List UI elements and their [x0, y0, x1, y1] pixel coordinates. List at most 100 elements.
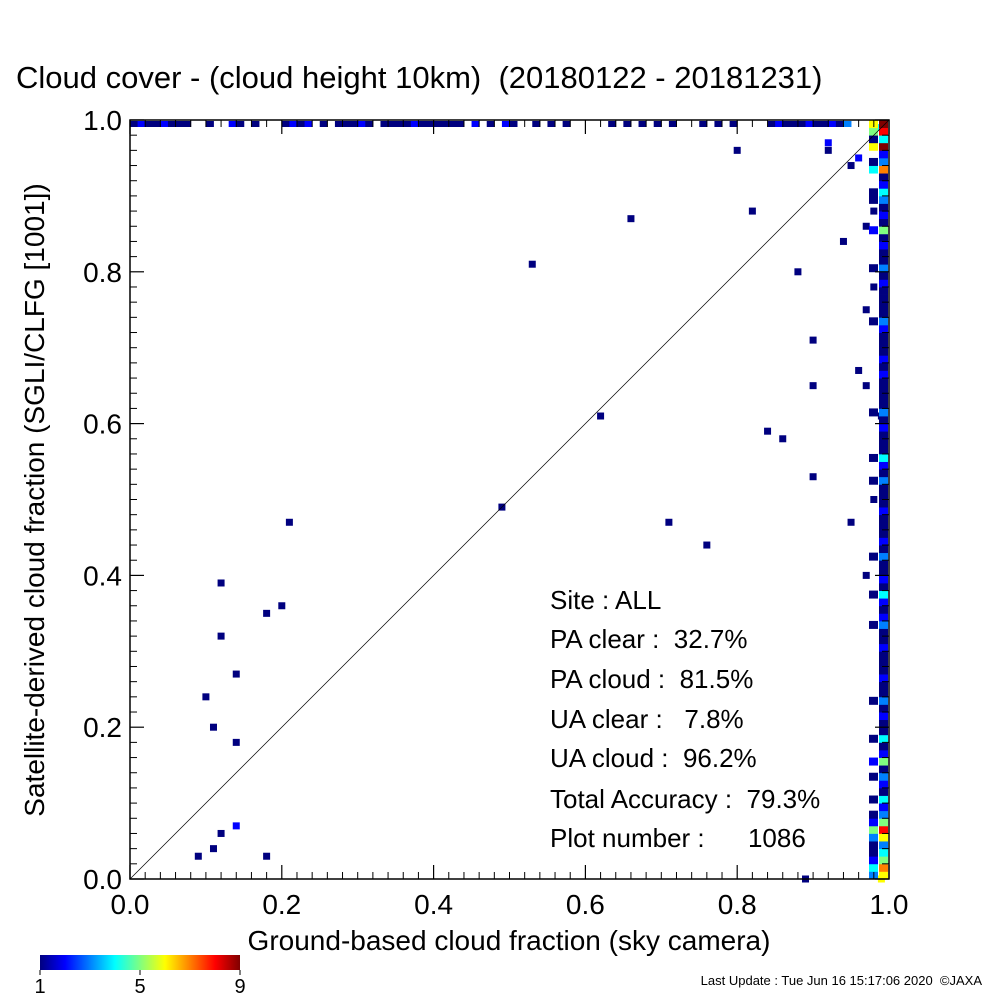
x-tick-label: 0.4	[414, 889, 453, 920]
data-cell-right-column-inner	[869, 552, 878, 561]
data-point-top-row	[137, 121, 146, 127]
data-point	[847, 518, 855, 526]
data-point-top-row	[152, 121, 161, 127]
data-cell-right-column-inner	[869, 590, 878, 599]
data-cell-right-column-inner	[869, 696, 878, 705]
data-cell-right-column	[879, 689, 888, 698]
data-cell-right-column	[879, 848, 888, 857]
data-point-top-row	[820, 121, 829, 127]
y-tick-label: 0.8	[83, 257, 122, 288]
data-cell-right-column	[879, 727, 888, 736]
data-cell-right-column-inner	[869, 863, 878, 872]
data-cell-right-column	[879, 499, 888, 508]
data-cell-right-column	[879, 620, 888, 629]
data-cell-right-column-inner	[869, 165, 878, 174]
data-cell-right-column	[879, 294, 888, 303]
data-cell-right-column	[879, 712, 888, 721]
data-cell-right-column	[879, 567, 888, 576]
data-cell-right-column	[879, 552, 888, 561]
data-cell-right-column-inner	[869, 188, 878, 197]
data-cell-right-column	[879, 385, 888, 394]
data-cell-right-column	[879, 188, 888, 197]
data-cell-right-column	[879, 416, 888, 424]
data-cell-right-column	[879, 825, 888, 834]
data-cell-right-column	[879, 529, 888, 538]
data-cell-right-column	[879, 370, 888, 379]
data-cell-right-column	[879, 582, 888, 591]
data-cell-right-column	[879, 810, 888, 819]
data-cell-right-column	[879, 203, 888, 212]
data-cell-right-column	[879, 408, 888, 417]
data-point-top-row	[790, 121, 799, 127]
data-cell-right-column	[879, 180, 888, 189]
data-cell-right-column	[879, 226, 888, 235]
data-cell-right-column	[879, 218, 888, 227]
data-cell-right-column-inner	[869, 734, 878, 743]
data-cell-right-column	[879, 666, 888, 675]
data-cell-right-column	[879, 575, 888, 584]
data-cell-right-column-inner	[869, 795, 878, 804]
data-cell-right-column	[879, 749, 888, 758]
data-point-top-row	[828, 121, 837, 127]
data-cell-right-column	[879, 120, 888, 128]
colorbar-tick-label: 1	[34, 976, 45, 998]
data-cell-right-column	[879, 423, 888, 432]
data-cell-right-column	[879, 324, 888, 333]
data-point-top-row	[395, 121, 404, 127]
data-point-top-row	[767, 121, 776, 127]
stat-pa-clear: PA clear : 32.7%	[550, 624, 748, 654]
data-cell-right-column	[879, 469, 888, 478]
data-cell-right-column	[879, 286, 888, 295]
x-tick-label: 0.0	[111, 889, 150, 920]
data-cell-right-column	[879, 590, 888, 599]
data-point-top-row	[448, 121, 457, 127]
data-point	[809, 473, 817, 481]
data-cell-right-column	[879, 400, 888, 409]
data-cell-right-column	[879, 841, 888, 850]
data-cell-right-column	[879, 795, 888, 804]
data-point-top-row	[433, 121, 442, 127]
data-cell-right-column	[879, 446, 888, 455]
data-cell-right-column-inner	[869, 833, 878, 842]
data-point	[824, 146, 832, 154]
data-point-top-row	[471, 121, 480, 127]
data-cell-right-column-inner	[869, 825, 878, 834]
data-point	[733, 146, 741, 154]
last-update-text: Last Update : Tue Jun 16 15:17:06 2020 ©…	[701, 973, 983, 988]
data-point-top-row	[160, 121, 169, 127]
data-cell-right-column-inner	[869, 841, 878, 850]
data-point	[870, 283, 878, 291]
data-point-top-row	[782, 121, 791, 127]
data-cell-right-column	[879, 651, 888, 660]
data-point	[748, 207, 756, 215]
data-point	[217, 632, 225, 640]
data-point	[847, 162, 855, 170]
stat-total-accuracy: Total Accuracy : 79.3%	[550, 784, 820, 814]
data-point	[839, 237, 847, 245]
data-point-top-row	[281, 121, 290, 127]
data-point-top-row	[532, 121, 541, 127]
data-point-top-row	[805, 121, 814, 127]
data-cell-right-column-inner	[869, 142, 878, 151]
data-point	[194, 852, 202, 860]
y-tick-label: 0.0	[83, 864, 122, 895]
data-point	[209, 723, 217, 731]
data-cell-right-column	[879, 378, 888, 387]
data-point	[209, 845, 217, 853]
data-point	[278, 602, 286, 610]
plot-marks	[130, 120, 888, 883]
data-point-top-row	[441, 121, 450, 127]
data-cell-right-column	[879, 271, 888, 280]
data-point-top-row	[638, 121, 647, 127]
data-cell-right-column	[879, 856, 888, 865]
data-point-top-row	[608, 121, 617, 127]
x-tick-label: 1.0	[870, 889, 909, 920]
data-point-top-row	[653, 121, 662, 127]
data-point-top-row	[350, 121, 359, 127]
data-cell-right-column	[879, 279, 888, 288]
data-cell-right-column	[879, 545, 888, 554]
data-point-top-row	[380, 121, 389, 127]
data-cell-right-column	[879, 355, 888, 364]
data-point-top-row	[729, 121, 738, 127]
data-point-top-row	[835, 121, 844, 127]
